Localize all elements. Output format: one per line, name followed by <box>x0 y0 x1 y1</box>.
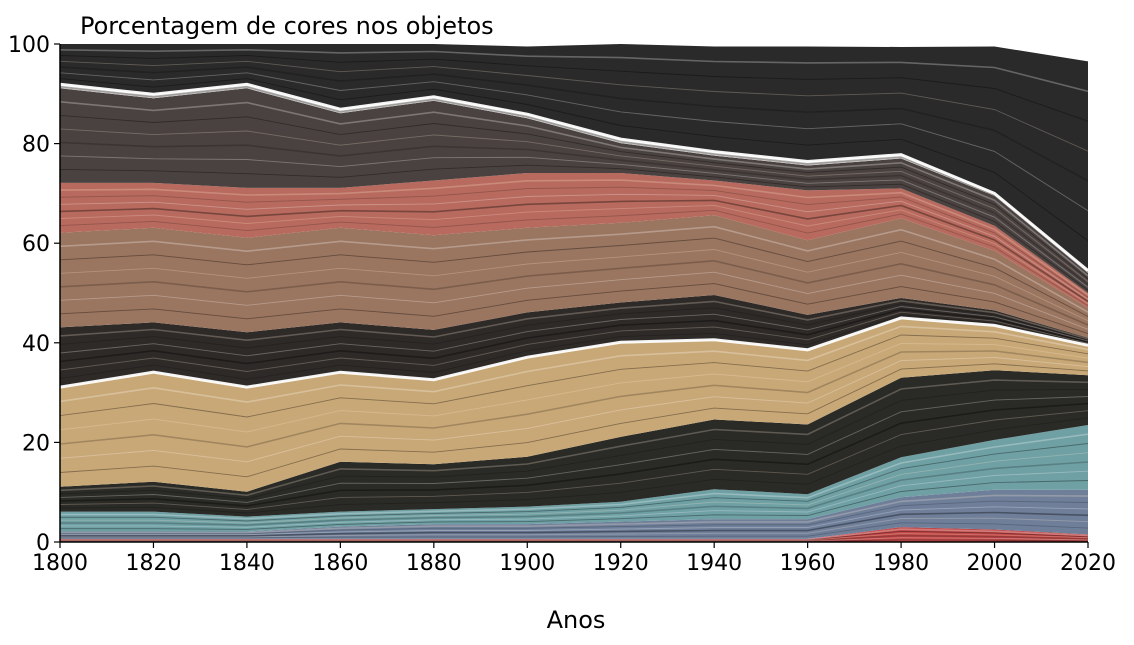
texture-line <box>60 379 1088 497</box>
texture-line <box>60 78 1088 242</box>
area-band-2 <box>60 489 1088 539</box>
texture-line <box>60 114 1088 280</box>
x-tick-label: 1940 <box>686 551 742 576</box>
texture-line <box>60 410 1088 510</box>
area-band-9 <box>60 88 1088 293</box>
texture-line <box>60 179 1088 296</box>
highlight-line-9 <box>60 82 1088 272</box>
x-tick-label: 1840 <box>219 551 275 576</box>
texture-lines-group <box>60 48 1088 542</box>
area-band-4 <box>60 370 1088 517</box>
area-band-5 <box>60 317 1088 492</box>
x-tick-label: 1980 <box>873 551 929 576</box>
texture-line <box>60 533 1088 541</box>
texture-line <box>60 470 1088 528</box>
texture-line <box>60 311 1088 372</box>
area-band-6 <box>60 295 1088 388</box>
x-tick-label: 1960 <box>780 551 836 576</box>
x-tick-label: 1860 <box>312 551 368 576</box>
texture-line <box>60 303 1088 349</box>
texture-line <box>60 522 1088 539</box>
texture-line <box>60 308 1088 365</box>
texture-line <box>60 66 1088 182</box>
y-tick-label: 100 <box>8 33 50 58</box>
texture-line <box>60 461 1088 526</box>
area-band-8 <box>60 173 1088 308</box>
texture-line <box>60 433 1088 520</box>
area-band-11 <box>60 44 1088 271</box>
texture-line <box>60 186 1088 298</box>
texture-line <box>60 209 1088 307</box>
texture-line <box>60 48 1088 93</box>
texture-line <box>60 511 1088 537</box>
area-band-1 <box>60 527 1088 542</box>
texture-line <box>60 517 1088 538</box>
texture-line <box>60 363 1088 478</box>
texture-line <box>60 193 1088 300</box>
texture-line <box>60 299 1088 342</box>
texture-line <box>60 417 1088 514</box>
texture-line <box>60 72 1088 212</box>
texture-line <box>60 350 1088 448</box>
texture-line <box>60 388 1088 500</box>
x-ticks: 1800 1820 1840 1860 1880 1900 1920 1940 1960 1980… <box>32 542 1116 576</box>
texture-line <box>60 506 1088 536</box>
x-tick-label: 1800 <box>32 551 88 576</box>
texture-line <box>60 60 1088 152</box>
texture-line <box>60 55 1088 122</box>
y-tick-label: 20 <box>22 431 50 456</box>
texture-line <box>60 199 1088 303</box>
texture-line <box>60 402 1088 507</box>
texture-line <box>60 283 1088 335</box>
texture-line <box>60 356 1088 463</box>
texture-line <box>60 259 1088 326</box>
texture-line <box>60 141 1088 286</box>
y-tick-label: 60 <box>22 232 50 257</box>
y-tick-label: 0 <box>36 531 50 556</box>
texture-line <box>60 87 1088 274</box>
x-tick-label: 1920 <box>593 551 649 576</box>
texture-line <box>60 396 1088 503</box>
texture-line <box>60 480 1088 530</box>
y-tick-label: 40 <box>22 332 50 357</box>
texture-line <box>60 443 1088 522</box>
texture-line <box>60 528 1088 541</box>
x-tick-label: 2000 <box>967 551 1023 576</box>
texture-line <box>60 534 1088 542</box>
texture-line <box>60 128 1088 282</box>
texture-line <box>60 452 1088 524</box>
texture-line <box>60 204 1088 305</box>
area-band-3 <box>60 425 1088 532</box>
chart-title: Porcentagem de cores nos objetos <box>80 12 494 40</box>
texture-line <box>60 494 1088 534</box>
x-tick-label: 1880 <box>406 551 462 576</box>
texture-line <box>60 537 1088 542</box>
texture-line <box>60 500 1088 535</box>
texture-line <box>60 225 1088 313</box>
texture-line <box>60 343 1088 433</box>
x-axis-label: Anos <box>547 606 606 634</box>
texture-line <box>60 164 1088 291</box>
y-tick-label: 80 <box>22 133 50 158</box>
y-ticks: 0 20 40 60 80 100 <box>8 33 60 556</box>
texture-line <box>60 101 1088 277</box>
texture-line <box>60 237 1088 317</box>
texture-line <box>60 86 1088 273</box>
x-tick-label: 1900 <box>499 551 555 576</box>
texture-line <box>60 325 1088 403</box>
x-tick-label: 1820 <box>125 551 181 576</box>
texture-line <box>60 314 1088 380</box>
highlight-line-4 <box>60 316 1088 389</box>
texture-line <box>60 530 1088 541</box>
texture-line <box>60 249 1088 322</box>
area-series-group <box>60 44 1088 542</box>
texture-line <box>60 306 1088 357</box>
x-tick-label: 2020 <box>1060 551 1116 576</box>
texture-line <box>60 334 1088 418</box>
texture-line <box>60 271 1088 330</box>
texture-line <box>60 85 1088 273</box>
texture-line <box>60 155 1088 288</box>
area-band-7 <box>60 215 1088 338</box>
